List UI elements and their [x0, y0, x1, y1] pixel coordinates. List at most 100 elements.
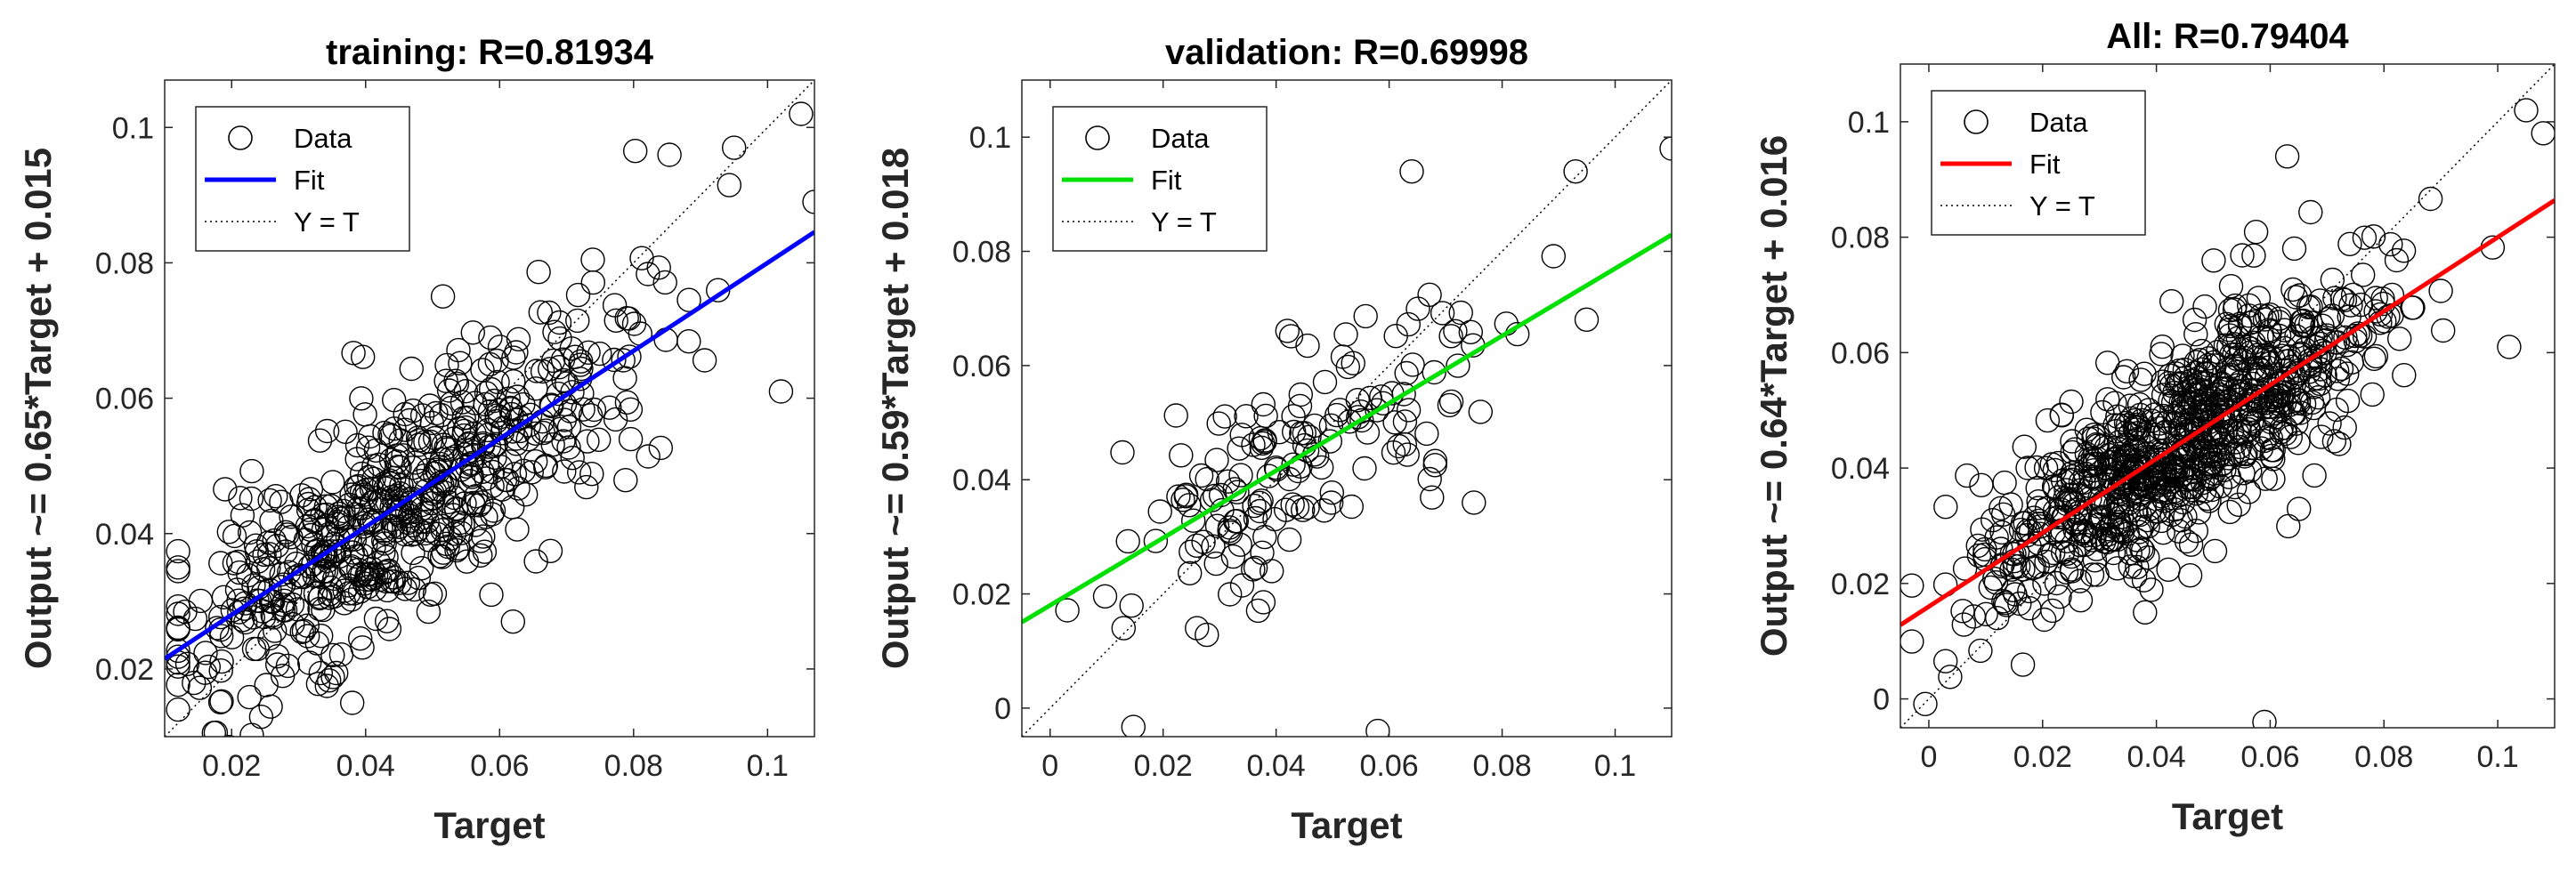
all-data-point: [2084, 536, 2110, 561]
training-data-point: [579, 462, 604, 487]
validation-data-point: [1312, 369, 1338, 395]
all-data-point: [1966, 543, 1992, 569]
training-data-point: [424, 400, 449, 426]
all-plot-layer: [1900, 64, 2555, 728]
all-data-point: [2243, 220, 2269, 245]
all-data-point: [2026, 496, 2052, 520]
all-data-point: [2223, 293, 2248, 319]
training-data-point: [353, 532, 378, 557]
training-data-point: [612, 366, 637, 391]
all-data-point: [2241, 330, 2266, 355]
all-data-point: [2327, 431, 2352, 456]
all-data-point: [2320, 267, 2345, 293]
training-data-point: [500, 609, 525, 634]
all-data-point: [2071, 519, 2097, 544]
all-data-point: [2118, 459, 2143, 485]
all-data-point: [2060, 429, 2085, 454]
training-data-point: [223, 735, 236, 737]
training-fit-line: [165, 230, 814, 661]
training-data-point: [166, 697, 190, 722]
all-data-point: [2218, 274, 2244, 299]
all-data-point: [2392, 363, 2417, 388]
validation-data-point: [1422, 448, 1448, 473]
all-data-point: [2284, 387, 2309, 413]
training-data-point: [457, 431, 482, 456]
all-data-point: [2045, 450, 2071, 476]
validation-data-point: [1220, 544, 1246, 569]
all-legend-label: Fit: [2029, 149, 2061, 180]
all-data-point: [1951, 612, 1977, 637]
all-x-tick-label: 0.04: [2127, 740, 2186, 774]
all-data-point: [2306, 366, 2332, 391]
training-data-point: [482, 445, 507, 470]
training-data-point: [401, 540, 425, 566]
training-data-point: [484, 348, 509, 374]
training-data-point: [676, 287, 701, 312]
training-data-point: [237, 520, 263, 545]
all-data-point: [1900, 629, 1924, 654]
training-data-point: [557, 399, 583, 423]
validation-data-point: [1430, 301, 1455, 326]
all-data-point: [2267, 306, 2292, 331]
training-y-tick-label: 0.08: [95, 246, 154, 280]
all-data-point: [2167, 445, 2193, 471]
validation-data-point: [1256, 464, 1282, 488]
training-data-point: [648, 435, 673, 461]
training-data-point: [337, 528, 362, 552]
validation-data-point: [1295, 495, 1320, 520]
training-data-point: [528, 300, 553, 325]
training-data-point: [657, 142, 682, 167]
all-data-point: [2118, 541, 2143, 566]
all-data-point: [2059, 559, 2085, 584]
training-data-point: [556, 435, 581, 460]
validation-data-point: [1287, 393, 1313, 419]
training-data-point: [413, 430, 438, 455]
all-data-point: [2308, 325, 2333, 350]
training-data-point: [495, 468, 520, 493]
all-data-point: [2183, 519, 2209, 544]
all-data-point: [2123, 439, 2149, 464]
all-data-point: [2298, 310, 2323, 335]
all-data-point: [2252, 307, 2278, 332]
all-data-point: [2352, 225, 2378, 250]
training-data-point: [298, 477, 324, 502]
all-data-point: [2074, 441, 2100, 466]
training-x-tick-label: 0.1: [747, 749, 789, 783]
training-data-point: [422, 581, 448, 606]
all-data-point: [1978, 575, 2004, 601]
all-data-point: [2324, 359, 2350, 383]
validation-data-point: [1395, 442, 1420, 467]
all-data-point: [2062, 517, 2087, 543]
all-legend-data-marker: [1964, 109, 1989, 134]
validation-data-point: [1111, 616, 1137, 641]
all-data-point: [2257, 351, 2283, 376]
training-data-points: [166, 101, 814, 737]
training-data-point: [460, 320, 485, 345]
all-data-point: [2340, 282, 2366, 308]
validation-data-point: [1352, 456, 1377, 481]
validation-data-point: [1110, 440, 1135, 465]
all-data-point: [2288, 400, 2313, 425]
all-data-point: [2272, 421, 2298, 447]
validation-data-point: [1438, 324, 1463, 349]
validation-data-point: [1245, 598, 1271, 624]
training-legend-data-marker: [228, 125, 253, 150]
training-data-point: [166, 559, 190, 584]
training-data-point: [505, 517, 530, 542]
training-data-point: [375, 609, 400, 633]
training-data-point: [578, 403, 603, 428]
validation-data-point: [1241, 557, 1266, 582]
training-data-point: [372, 531, 397, 556]
training-data-point: [354, 562, 379, 587]
training-data-point: [240, 605, 265, 630]
training-data-point: [611, 348, 636, 373]
all-data-point: [2008, 517, 2034, 543]
training-data-point: [344, 544, 369, 569]
all-data-point: [1933, 495, 1958, 520]
training-data-point: [468, 528, 493, 553]
all-legend-label: Y = T: [2029, 190, 2095, 222]
all-data-point: [2183, 481, 2209, 506]
all-data-point: [2067, 569, 2093, 593]
validation-data-point: [1147, 499, 1172, 524]
